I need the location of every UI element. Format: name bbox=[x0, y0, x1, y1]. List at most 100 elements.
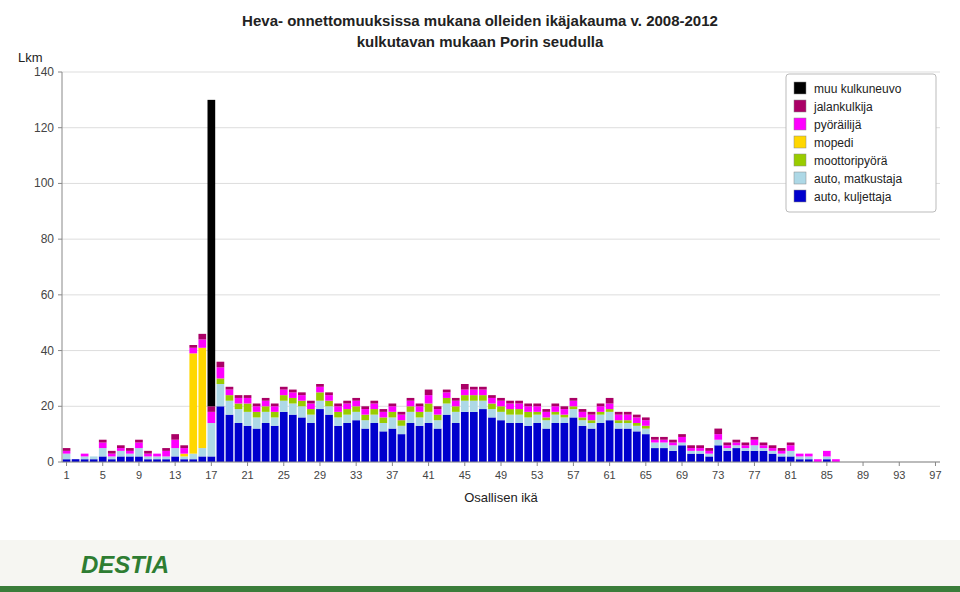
bar-segment bbox=[298, 392, 306, 393]
bar-segment bbox=[723, 448, 731, 451]
bar-segment bbox=[796, 456, 804, 459]
bar-segment bbox=[434, 406, 442, 407]
bar-segment bbox=[732, 443, 740, 446]
x-tick-label: 49 bbox=[495, 469, 507, 481]
bar-segment bbox=[606, 397, 614, 398]
bar-segment bbox=[669, 443, 677, 446]
bar-segment bbox=[497, 398, 505, 401]
x-tick-label: 69 bbox=[676, 469, 688, 481]
y-axis-label: Lkm bbox=[18, 50, 43, 65]
bar-segment bbox=[198, 348, 206, 448]
bar-segment bbox=[497, 401, 505, 407]
bar-segment bbox=[144, 451, 152, 454]
bar-segment bbox=[515, 401, 523, 404]
bar-segment bbox=[298, 401, 306, 407]
bar-segment bbox=[90, 456, 98, 457]
bar-segment bbox=[398, 415, 406, 421]
y-tick-label: 60 bbox=[41, 288, 55, 302]
bar-segment bbox=[425, 412, 433, 423]
bar-segment bbox=[352, 401, 360, 407]
bar-segment bbox=[597, 406, 605, 412]
bar-segment bbox=[769, 445, 777, 446]
bars bbox=[63, 100, 840, 462]
bar-segment bbox=[551, 423, 559, 462]
bar-segment bbox=[660, 443, 668, 449]
bar-segment bbox=[135, 456, 143, 462]
bar-segment bbox=[72, 459, 80, 460]
bar-segment bbox=[370, 400, 378, 401]
x-tick-label: 45 bbox=[459, 469, 471, 481]
bar-segment bbox=[271, 426, 279, 462]
footer: DESTIA bbox=[0, 540, 960, 592]
bar-segment bbox=[81, 454, 89, 457]
bar-segment bbox=[316, 384, 324, 387]
bar-segment bbox=[633, 431, 641, 462]
bar-segment bbox=[452, 397, 460, 398]
bar-segment bbox=[72, 459, 80, 460]
bar-segment bbox=[452, 398, 460, 401]
bar-segment bbox=[551, 406, 559, 412]
bar-segment bbox=[334, 426, 342, 462]
bar-segment bbox=[615, 429, 623, 462]
x-tick-label: 73 bbox=[712, 469, 724, 481]
bar-segment bbox=[678, 434, 686, 435]
bar-segment bbox=[117, 456, 125, 462]
bar-segment bbox=[153, 453, 161, 454]
bar-segment bbox=[533, 415, 541, 423]
legend-label: muu kulkuneuvo bbox=[814, 82, 902, 96]
bar-segment bbox=[470, 412, 478, 462]
y-tick-label: 40 bbox=[41, 344, 55, 358]
series bbox=[63, 384, 831, 459]
x-tick bbox=[66, 462, 67, 466]
bar-segment bbox=[452, 406, 460, 412]
bar-segment bbox=[515, 423, 523, 462]
bar-segment bbox=[579, 417, 587, 420]
bar-segment bbox=[669, 440, 677, 443]
bar-segment bbox=[814, 459, 822, 460]
bar-segment bbox=[316, 409, 324, 462]
bar-segment bbox=[108, 456, 116, 459]
bar-segment bbox=[778, 456, 786, 462]
y-tick-label: 80 bbox=[41, 232, 55, 246]
bar-segment bbox=[778, 448, 786, 449]
bar-segment bbox=[63, 451, 71, 454]
bar-segment bbox=[542, 409, 550, 412]
bar-segment bbox=[262, 401, 270, 407]
bar-segment bbox=[470, 390, 478, 396]
bar-segment bbox=[117, 448, 125, 451]
bar-segment bbox=[63, 448, 71, 451]
y-tick-label: 0 bbox=[47, 455, 54, 469]
bar-segment bbox=[751, 445, 759, 451]
bar-segment bbox=[253, 404, 261, 407]
bar-segment bbox=[198, 334, 206, 340]
bar-segment bbox=[198, 333, 206, 334]
bar-segment bbox=[253, 417, 261, 428]
bar-segment bbox=[226, 401, 234, 415]
bar-segment bbox=[298, 395, 306, 401]
bar-segment bbox=[524, 404, 532, 407]
bar-segment bbox=[760, 451, 768, 462]
bar-segment bbox=[108, 451, 116, 454]
bar-segment bbox=[615, 415, 623, 421]
bar-segment bbox=[606, 398, 614, 404]
bar-segment bbox=[235, 404, 243, 410]
bar-segment bbox=[687, 448, 695, 451]
bar-segment bbox=[479, 390, 487, 396]
bar-segment bbox=[244, 395, 252, 398]
bar-segment bbox=[244, 426, 252, 462]
bar-segment bbox=[723, 442, 731, 443]
bar-segment bbox=[524, 426, 532, 462]
bar-segment bbox=[696, 445, 704, 448]
bar-segment bbox=[651, 436, 659, 437]
bar-segment bbox=[742, 443, 750, 446]
bar-segment bbox=[542, 412, 550, 418]
bar-segment bbox=[343, 404, 351, 410]
bar-segment bbox=[72, 459, 80, 460]
legend-swatch bbox=[794, 190, 806, 202]
series bbox=[63, 339, 840, 462]
bar-segment bbox=[443, 398, 451, 404]
bar-segment bbox=[226, 386, 234, 387]
bar-segment bbox=[678, 437, 686, 443]
y-tick-label: 120 bbox=[34, 121, 54, 135]
bar-segment bbox=[470, 387, 478, 390]
